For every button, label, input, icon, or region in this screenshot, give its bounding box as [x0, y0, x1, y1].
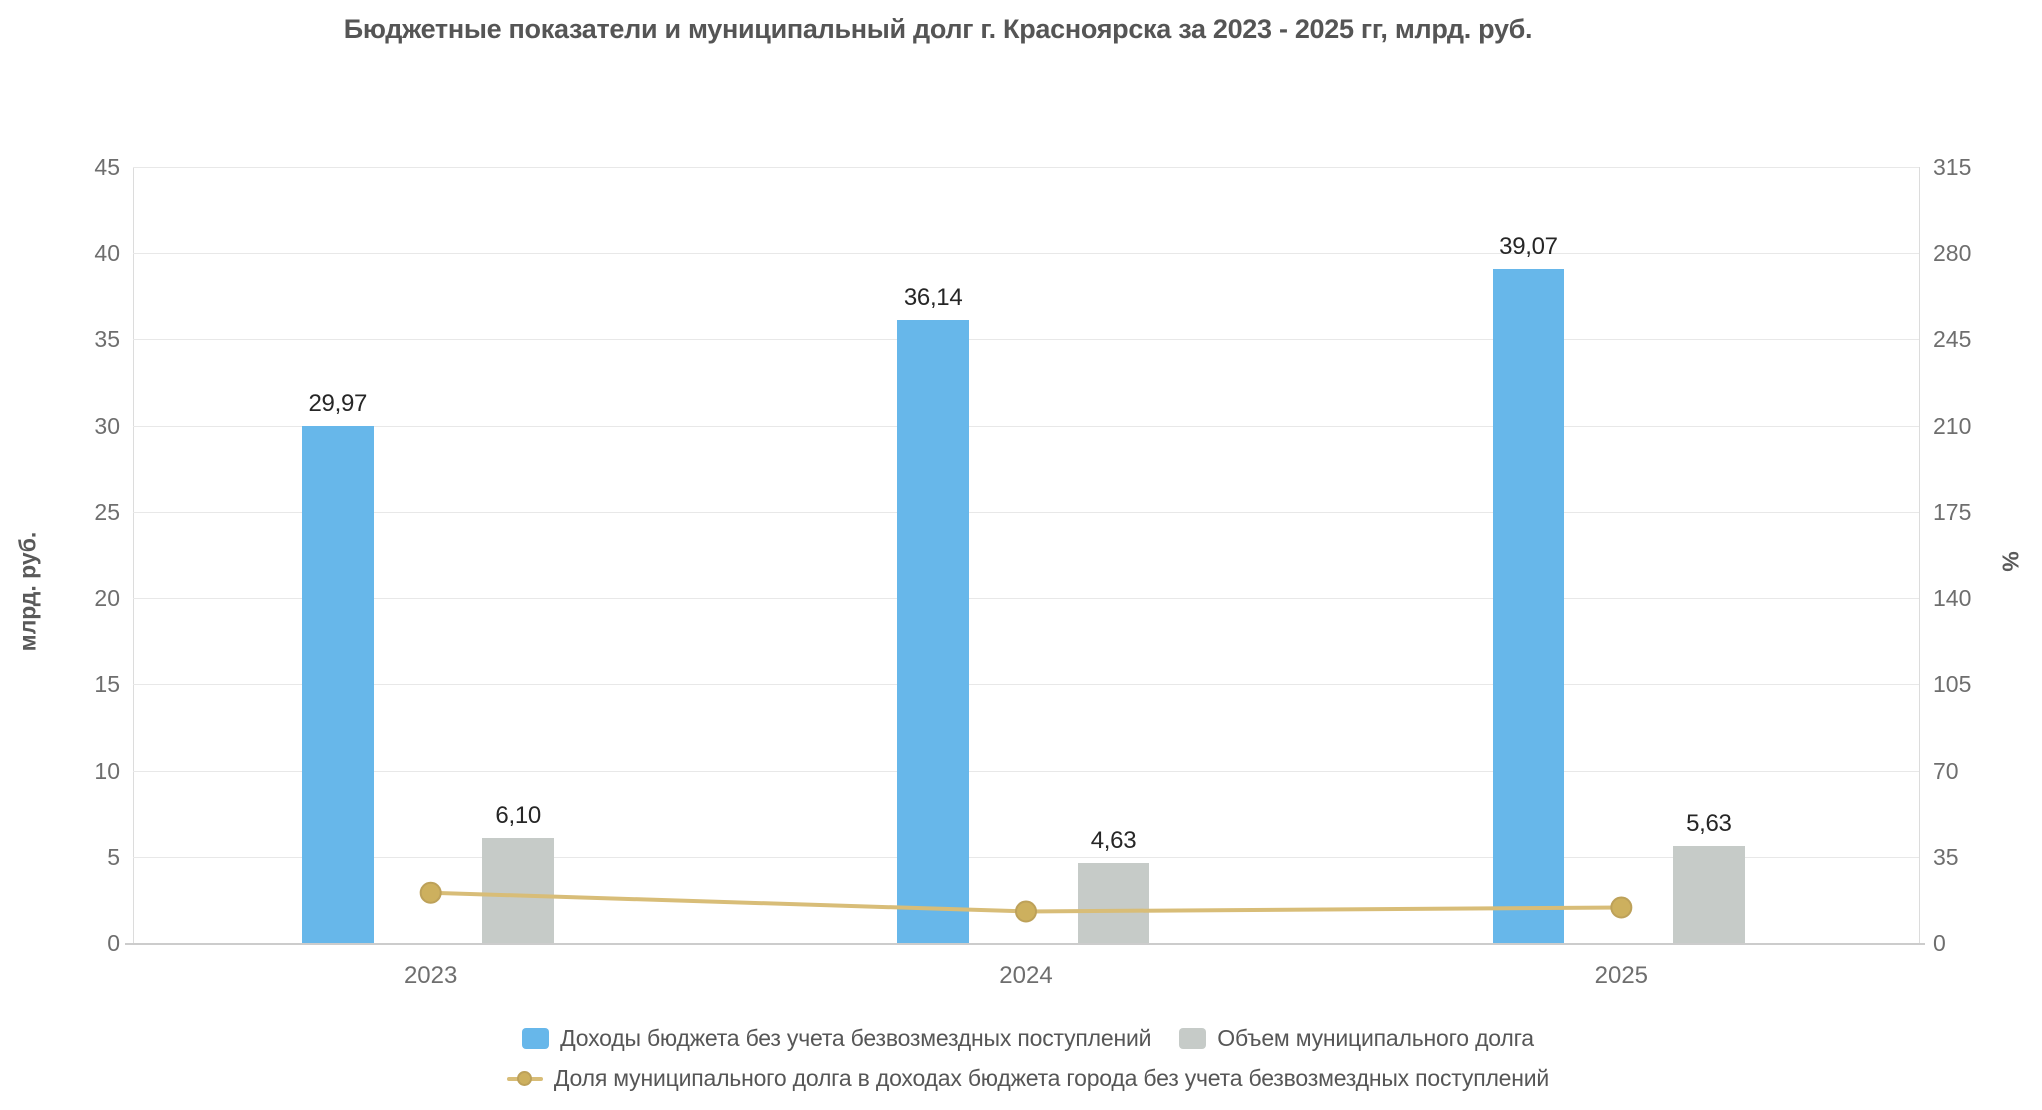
- bar-value-label: 29,97: [308, 390, 368, 418]
- right-y-tick-label: 140: [1933, 585, 1972, 612]
- bar-debt-2025[interactable]: [1673, 845, 1745, 943]
- left-y-tick-label: 15: [94, 671, 120, 698]
- bar-revenue-2024[interactable]: [897, 319, 969, 943]
- right-y-tick-label: 70: [1933, 757, 1959, 784]
- legend-swatch-icon: [1179, 1027, 1207, 1049]
- right-y-tick-label: 35: [1933, 843, 1959, 870]
- left-y-tick-label: 10: [94, 757, 120, 784]
- gridline: [133, 253, 1919, 255]
- right-y-tick-label: 315: [1933, 154, 1972, 180]
- right-y-tick-label: 280: [1933, 240, 1972, 267]
- bar-debt-2024[interactable]: [1077, 863, 1150, 943]
- left-y-tick-label: 20: [94, 585, 120, 612]
- legend-line-marker-icon: [506, 1068, 543, 1089]
- line-marker-2023[interactable]: [419, 881, 442, 904]
- left-y-tick-label: 30: [94, 412, 120, 439]
- legend-item-debt-volume[interactable]: Объем муниципального долга: [1179, 1025, 1534, 1052]
- line-marker-2025[interactable]: [1610, 896, 1633, 919]
- left-axis-line: [133, 167, 134, 943]
- gridline: [133, 598, 1919, 600]
- right-y-tick-label: 210: [1933, 412, 1972, 439]
- gridline: [133, 339, 1919, 341]
- bar-value-label: 6,10: [495, 801, 541, 829]
- gridline: [133, 167, 1919, 168]
- legend-label: Доходы бюджета без учета безвозмездных п…: [560, 1024, 1152, 1051]
- x-axis-label-2025: 2025: [1594, 962, 1649, 989]
- chart-title: Бюджетные показатели и муниципальный дол…: [343, 14, 1533, 44]
- debt-share-line-layer: [419, 881, 1633, 923]
- bar-value-label: 4,63: [1090, 827, 1137, 855]
- x-axis-label-2024: 2024: [999, 962, 1053, 989]
- bar-value-label: 5,63: [1686, 809, 1732, 837]
- right-y-tick-label: 175: [1933, 498, 1972, 525]
- x-axis-label-2023: 2023: [403, 962, 458, 989]
- left-y-tick-label: 40: [94, 240, 120, 267]
- x-axis-line: [125, 943, 1925, 945]
- legend-item-revenue[interactable]: Доходы бюджета без учета безвозмездных п…: [522, 1025, 1151, 1052]
- left-y-tick-label: 0: [107, 930, 120, 956]
- legend-item-debt-share[interactable]: Доля муниципального долга в доходах бюдж…: [506, 1064, 1550, 1092]
- legend-swatch-icon: [522, 1027, 550, 1049]
- left-y-tick-label: 25: [94, 498, 120, 525]
- right-axis-line: [1919, 167, 1920, 943]
- legend-label: Объем муниципального долга: [1217, 1024, 1534, 1051]
- plot-area: 29,97 36,14 39,07 6,10 4,63 5,63: [133, 167, 1919, 943]
- left-y-tick-label: 5: [107, 843, 120, 870]
- gridline: [133, 770, 1919, 772]
- left-y-tick-label: 35: [94, 326, 120, 353]
- bar-revenue-2025[interactable]: [1492, 269, 1565, 943]
- bar-debt-2023[interactable]: [482, 837, 554, 943]
- gridline: [133, 684, 1919, 686]
- line-marker-2024[interactable]: [1015, 900, 1037, 923]
- gridline: [133, 425, 1919, 427]
- right-y-tick-label: 0: [1933, 930, 1946, 956]
- gridline: [133, 856, 1919, 858]
- right-y-tick-label: 245: [1933, 326, 1972, 353]
- gridline: [133, 511, 1919, 513]
- bar-revenue-2023[interactable]: [302, 426, 374, 943]
- bar-value-label: 39,07: [1499, 233, 1558, 261]
- right-y-tick-label: 105: [1933, 671, 1972, 698]
- left-y-tick-label: 45: [94, 154, 120, 180]
- legend-label: Доля муниципального долга в доходах бюдж…: [553, 1064, 1550, 1091]
- bar-value-label: 36,14: [903, 283, 963, 311]
- chart-legend: Доходы бюджета без учета безвозмездных п…: [0, 1018, 2042, 1098]
